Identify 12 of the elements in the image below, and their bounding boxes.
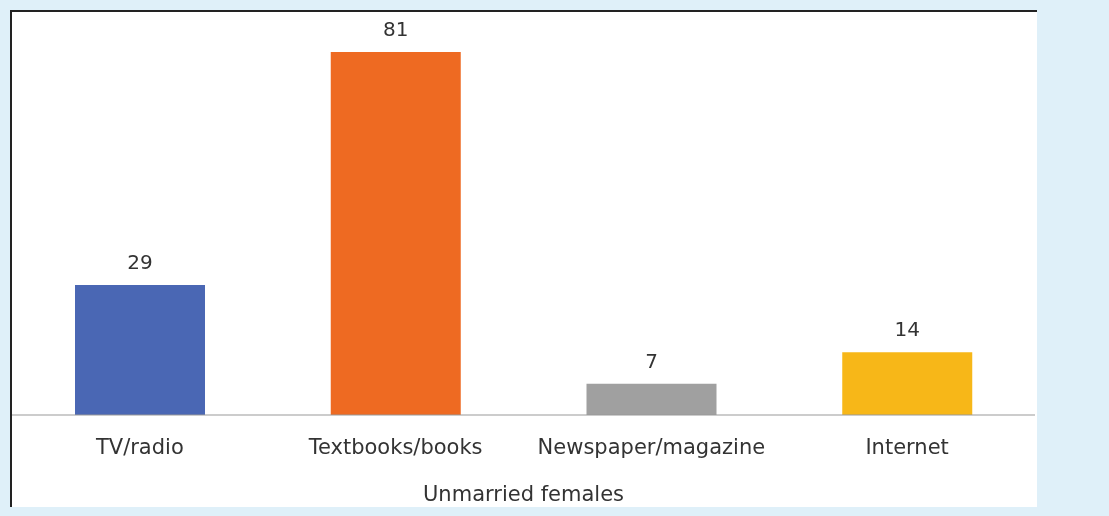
bar: [75, 285, 205, 415]
x-tick-label: Newspaper/magazine: [537, 434, 766, 459]
data-label: 29: [127, 250, 153, 275]
x-axis-title: Unmarried females: [423, 482, 624, 506]
x-tick-label: Textbooks/books: [307, 434, 483, 459]
data-label: 81: [383, 17, 409, 41]
x-tick-label: TV/radio: [94, 434, 184, 459]
data-label: 14: [894, 317, 920, 342]
data-label: 7: [645, 348, 658, 373]
x-tick-label: Internet: [865, 434, 949, 459]
bar: [330, 52, 461, 415]
bar: [842, 352, 973, 415]
